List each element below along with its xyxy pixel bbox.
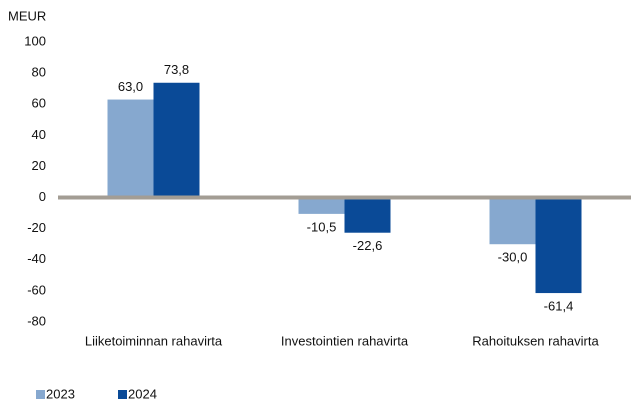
legend-swatch [36, 390, 45, 399]
x-tick-label: Liiketoiminnan rahavirta [85, 333, 223, 348]
y-tick-label: 80 [32, 65, 46, 80]
y-axis-label: MEUR [8, 8, 46, 23]
value-label: -30,0 [498, 250, 528, 265]
legend-swatch [118, 390, 127, 399]
y-tick-label: 100 [24, 33, 46, 48]
value-label: -10,5 [307, 219, 337, 234]
legend-label: 2023 [46, 386, 75, 401]
y-tick-label: -80 [27, 313, 46, 328]
y-tick-label: 40 [32, 127, 46, 142]
y-tick-label: -20 [27, 220, 46, 235]
value-label: -22,6 [353, 238, 383, 253]
value-label: 63,0 [118, 79, 143, 94]
y-tick-label: 20 [32, 158, 46, 173]
bar [298, 197, 345, 214]
bar [535, 197, 582, 294]
x-tick-label: Investointien rahavirta [281, 333, 409, 348]
bar [153, 82, 200, 198]
y-tick-label: 0 [39, 189, 46, 204]
y-tick-label: -60 [27, 282, 46, 297]
bar [107, 99, 154, 198]
bar [344, 197, 391, 233]
y-tick-label: 60 [32, 96, 46, 111]
legend-label: 2024 [128, 386, 157, 401]
y-tick-label: -40 [27, 251, 46, 266]
value-label: -61,4 [544, 299, 574, 314]
bar [489, 197, 536, 245]
x-tick-label: Rahoituksen rahavirta [472, 333, 599, 348]
value-label: 73,8 [164, 62, 189, 77]
